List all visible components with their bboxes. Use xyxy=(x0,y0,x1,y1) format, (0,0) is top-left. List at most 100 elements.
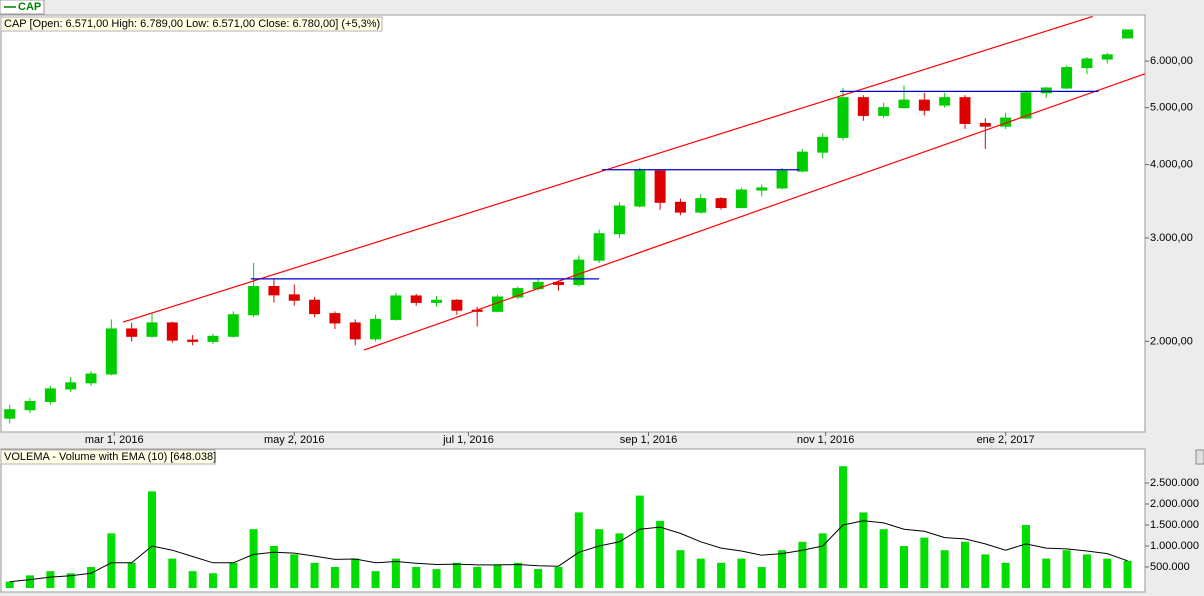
volume-bar xyxy=(534,569,543,588)
volume-bar xyxy=(147,491,156,588)
volume-bar xyxy=(87,567,96,588)
volume-bar xyxy=(473,567,482,588)
volume-bar xyxy=(351,558,360,588)
candle-body xyxy=(268,286,280,296)
volume-bar xyxy=(188,571,197,588)
candle-body xyxy=(146,322,158,337)
volume-bar xyxy=(615,533,624,588)
candle-body xyxy=(715,198,727,209)
volume-header: VOLEMA - Volume with EMA (10) [648.038] xyxy=(4,451,216,463)
candle-body xyxy=(390,295,402,320)
volume-bar xyxy=(574,512,583,588)
volume-bar xyxy=(290,554,299,588)
y-tick-label: 2.500.000 xyxy=(1150,477,1199,489)
candle-body xyxy=(837,97,849,138)
volume-bar xyxy=(900,546,909,588)
y-tick-label: 500.000 xyxy=(1150,561,1190,573)
candle-body xyxy=(695,198,707,213)
candle-body xyxy=(857,97,869,116)
volume-bar xyxy=(208,573,217,588)
candle-body xyxy=(451,299,463,311)
candle-body xyxy=(187,339,199,342)
candle-body xyxy=(796,151,808,172)
candle-body xyxy=(65,382,77,390)
legend-box xyxy=(0,0,45,15)
candle-body xyxy=(410,295,422,303)
candle-body xyxy=(674,201,686,213)
candle-body xyxy=(431,299,443,303)
volume-bar xyxy=(1001,562,1010,588)
volume-bar xyxy=(981,554,990,588)
volume-bar xyxy=(554,567,563,588)
volume-panel xyxy=(0,448,1146,593)
volume-bar xyxy=(1123,560,1132,588)
volume-bar xyxy=(1082,554,1091,588)
volume-bar xyxy=(737,558,746,588)
candle-body xyxy=(817,136,829,153)
y-tick-label: 1.500.000 xyxy=(1150,519,1199,531)
candle-body xyxy=(776,170,788,189)
candle-body xyxy=(24,401,36,411)
candle-body xyxy=(1020,92,1032,119)
volume-bar xyxy=(1062,550,1071,588)
volume-bar xyxy=(5,581,14,588)
volume-bar xyxy=(940,550,949,588)
scroll-button[interactable] xyxy=(1195,449,1204,465)
volume-bar xyxy=(920,537,929,588)
volume-bar xyxy=(1103,558,1112,588)
candle-body xyxy=(959,97,971,124)
candle-body xyxy=(349,322,361,340)
volume-bar xyxy=(168,558,177,588)
volume-bar xyxy=(717,562,726,588)
x-tick-label: mar 1, 2016 xyxy=(85,434,144,446)
volume-bar xyxy=(676,550,685,588)
volume-bar xyxy=(798,541,807,588)
volume-bar xyxy=(513,562,522,588)
volume-bar xyxy=(432,569,441,588)
candle-body xyxy=(329,313,341,324)
volume-bar xyxy=(839,466,848,588)
volume-bar xyxy=(1021,525,1030,588)
candle-body xyxy=(918,99,930,111)
candle-body xyxy=(613,205,625,235)
price-panel xyxy=(0,14,1146,433)
candle-body xyxy=(166,322,178,341)
x-tick-label: ene 2, 2017 xyxy=(977,434,1035,446)
volume-bar xyxy=(778,550,787,588)
trend-line xyxy=(363,73,1146,351)
candle-body xyxy=(4,409,16,419)
candle-body xyxy=(939,97,951,106)
candle-body xyxy=(979,122,991,127)
volume-bar xyxy=(229,562,238,588)
price-header: CAP [Open: 6.571,00 High: 6.789,00 Low: … xyxy=(4,18,380,30)
y-tick-label: 6.000,00 xyxy=(1150,55,1193,67)
volume-bar xyxy=(249,529,258,588)
volume-bar xyxy=(412,567,421,588)
volume-bar xyxy=(493,564,502,588)
y-tick-label: 4.000,00 xyxy=(1150,158,1193,170)
candle-body xyxy=(898,99,910,109)
candle-body xyxy=(1101,54,1113,60)
candle-body xyxy=(207,335,219,342)
volume-bar xyxy=(696,558,705,588)
volume-bar xyxy=(757,567,766,588)
x-tick-label: nov 1, 2016 xyxy=(797,434,855,446)
volume-bar xyxy=(107,533,116,588)
candle-body xyxy=(634,170,646,207)
candle-body xyxy=(309,299,321,315)
volume-header-box xyxy=(0,449,216,465)
volume-bar xyxy=(391,558,400,588)
volume-bar xyxy=(26,575,35,588)
candle-body xyxy=(288,294,300,301)
volume-bar xyxy=(879,529,888,588)
candle-body xyxy=(248,286,260,316)
x-tick-label: jul 1, 2016 xyxy=(442,434,494,446)
candle-body xyxy=(878,107,890,116)
volume-bar xyxy=(66,573,75,588)
candle-body xyxy=(1061,67,1073,89)
candle-body xyxy=(654,170,666,203)
candle-body xyxy=(1040,87,1052,94)
ema-line xyxy=(9,520,1128,583)
